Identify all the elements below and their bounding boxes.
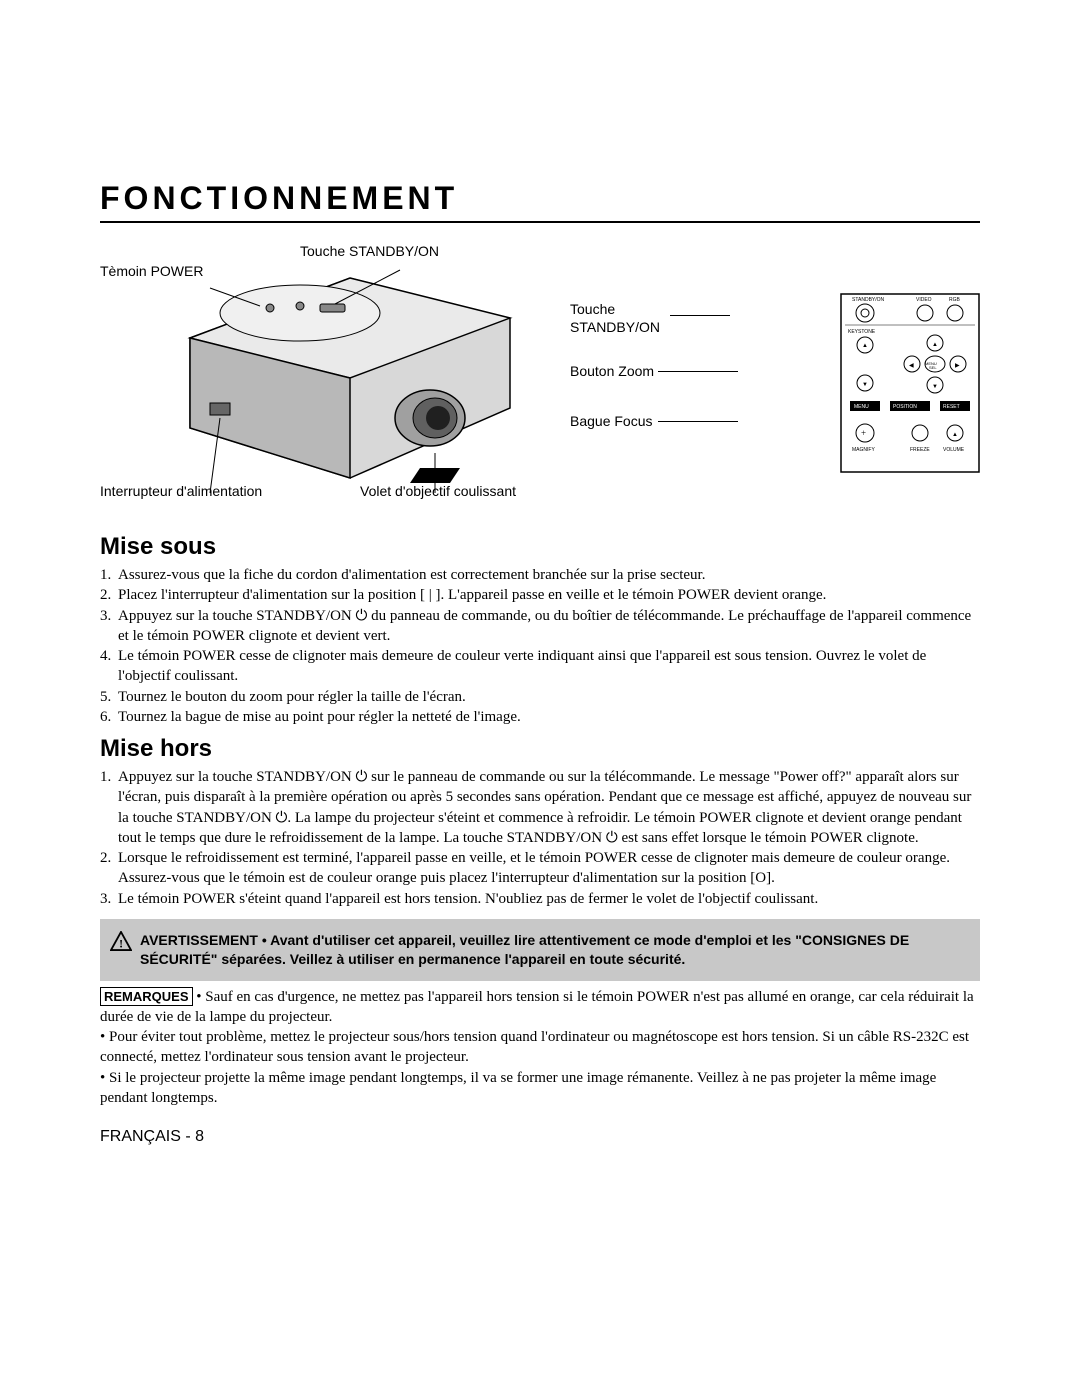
- warning-prefix: AVERTISSEMENT: [140, 932, 258, 948]
- svg-text:MENU: MENU: [854, 404, 869, 410]
- svg-text:▲: ▲: [952, 432, 958, 438]
- mise-hors-item: Lorsque le refroidissement est terminé, …: [118, 848, 980, 889]
- svg-text:!: !: [119, 936, 123, 950]
- mise-hors-item: Appuyez sur la touche STANDBY/ON ⏻ sur l…: [118, 767, 980, 848]
- remarks-block: REMARQUES • Sauf en cas d'urgence, ne me…: [100, 987, 980, 1109]
- leader-line: [670, 315, 730, 316]
- remote-illustration-icon: STANDBY/ON VIDEO RGB KEYSTONE ▲ ▼ ▲ ▼ ◀ …: [840, 293, 980, 473]
- mise-sous-item: Le témoin POWER cesse de clignoter mais …: [118, 646, 980, 687]
- svg-text:+: +: [861, 428, 866, 438]
- remarks-text: • Sauf en cas d'urgence, ne mettez pas l…: [100, 989, 974, 1106]
- svg-text:POSITION: POSITION: [893, 404, 917, 410]
- svg-text:KEYSTONE: KEYSTONE: [848, 329, 876, 335]
- mise-sous-item: Placez l'interrupteur d'alimentation sur…: [118, 585, 980, 605]
- page-title: FONCTIONNEMENT: [100, 180, 980, 223]
- mise-sous-heading: Mise sous: [100, 533, 980, 561]
- svg-text:▼: ▼: [932, 384, 938, 390]
- mise-sous-item: Tournez la bague de mise au point pour r…: [118, 707, 980, 727]
- page-footer: FRANÇAIS - 8: [100, 1128, 980, 1146]
- mise-sous-item: Tournez le bouton du zoom pour régler la…: [118, 687, 980, 707]
- svg-text:VIDEO: VIDEO: [916, 297, 932, 303]
- mise-hors-heading: Mise hors: [100, 735, 980, 763]
- svg-text:MAGNIFY: MAGNIFY: [852, 447, 875, 453]
- svg-text:SEL: SEL: [929, 365, 937, 370]
- warning-text: AVERTISSEMENT • Avant d'utiliser cet app…: [140, 931, 970, 969]
- mise-hors-list: 1.Appuyez sur la touche STANDBY/ON ⏻ sur…: [100, 767, 980, 909]
- leader-line: [658, 371, 738, 372]
- svg-text:VOLUME: VOLUME: [943, 447, 965, 453]
- warning-triangle-icon: !: [110, 931, 132, 956]
- label-bouton-zoom: Bouton Zoom: [570, 363, 654, 380]
- remarks-label: REMARQUES: [100, 987, 193, 1006]
- mise-sous-list: 1.Assurez-vous que la fiche du cordon d'…: [100, 565, 980, 727]
- warning-box: ! AVERTISSEMENT • Avant d'utiliser cet a…: [100, 919, 980, 981]
- label-touche-remote-1: Touche: [570, 301, 615, 318]
- svg-text:▼: ▼: [862, 382, 868, 388]
- diagram-area: Tèmoin POWER Touche STANDBY/ON Touche ST…: [100, 243, 980, 523]
- svg-text:◀: ◀: [909, 363, 914, 369]
- mise-sous-item: Appuyez sur la touche STANDBY/ON ⏻ du pa…: [118, 606, 980, 647]
- svg-text:▲: ▲: [862, 343, 868, 349]
- leader-line: [658, 421, 738, 422]
- label-touche-remote-2: STANDBY/ON: [570, 319, 660, 336]
- svg-text:STANDBY/ON: STANDBY/ON: [852, 297, 885, 303]
- svg-text:▶: ▶: [955, 363, 960, 369]
- svg-text:▲: ▲: [932, 342, 938, 348]
- svg-text:RGB: RGB: [949, 297, 961, 303]
- label-bague-focus: Bague Focus: [570, 413, 653, 430]
- projector-illustration-icon: [150, 258, 550, 508]
- svg-text:RESET: RESET: [943, 404, 960, 410]
- mise-hors-item: Le témoin POWER s'éteint quand l'apparei…: [118, 889, 980, 909]
- svg-text:FREEZE: FREEZE: [910, 447, 930, 453]
- mise-sous-item: Assurez-vous que la fiche du cordon d'al…: [118, 565, 980, 585]
